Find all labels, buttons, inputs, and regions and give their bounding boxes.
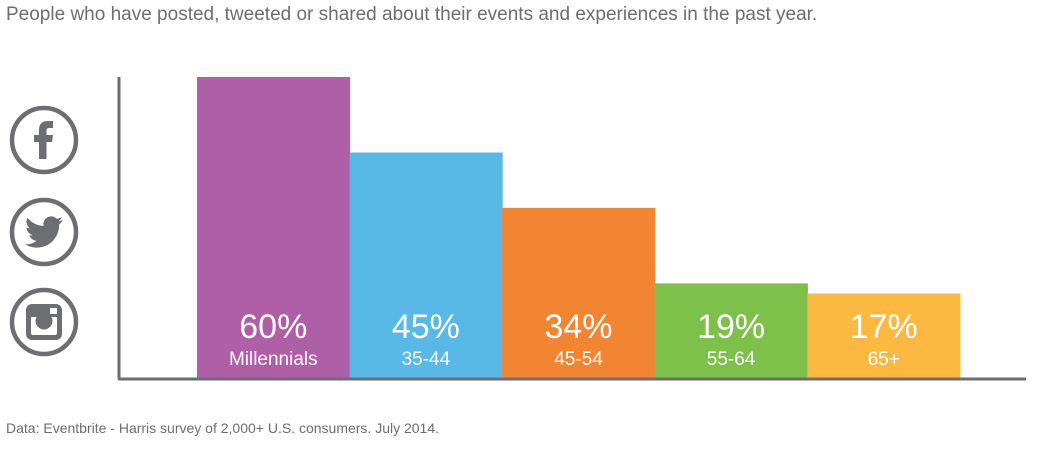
bar-value-label: 45%	[392, 308, 460, 346]
bar-value-label: 17%	[850, 308, 918, 346]
facebook-icon	[9, 105, 79, 175]
bar-2	[502, 207, 656, 379]
bar-value-label: 60%	[239, 308, 307, 346]
instagram-icon	[9, 287, 79, 357]
bar-4	[807, 293, 961, 379]
bar-value-label: 19%	[697, 308, 765, 346]
bars-group: 60% Millennials 45% 35-44 34% 45-54 19% 55-64 17…	[197, 77, 961, 379]
data-source-note: Data: Eventbrite - Harris survey of 2,00…	[6, 420, 440, 436]
twitter-icon	[9, 197, 79, 267]
chart-subtitle: People who have posted, tweeted or share…	[6, 4, 818, 25]
bar-3	[654, 283, 808, 379]
bar-category-label: 45-54	[554, 349, 603, 370]
bar-value-label: 34%	[544, 308, 612, 346]
bar-category-label: Millennials	[229, 349, 318, 370]
bar-category-label: 55-64	[707, 349, 756, 370]
bar-category-label: 35-44	[402, 349, 451, 370]
bar-0	[197, 77, 351, 379]
bar-category-label: 65+	[868, 349, 900, 370]
bar-1	[349, 152, 503, 379]
